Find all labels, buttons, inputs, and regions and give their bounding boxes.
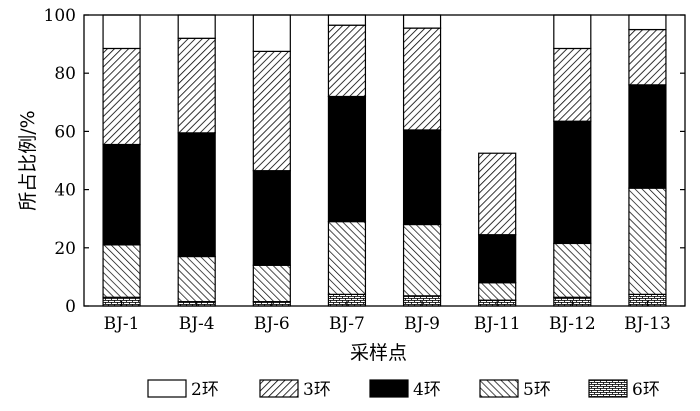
legend-swatch-4环 xyxy=(369,379,409,398)
y-tick-label-20: 20 xyxy=(54,239,76,259)
y-tick-label-100: 100 xyxy=(44,6,76,26)
bar-segment-BJ-12-4环 xyxy=(553,120,592,245)
y-tick-label-40: 40 xyxy=(54,181,76,201)
legend-label-5环: 5环 xyxy=(523,380,551,400)
legend-swatch-3环 xyxy=(259,379,299,398)
bar-segment-BJ-6-5环 xyxy=(252,264,291,303)
legend-swatch-5环 xyxy=(479,379,519,398)
bar-segment-BJ-6-4环 xyxy=(252,170,291,266)
legend-swatch-6环 xyxy=(588,379,628,398)
legend-label-2环: 2环 xyxy=(191,380,219,400)
bar-segment-BJ-13-2环 xyxy=(628,14,667,31)
bar-segment-BJ-9-3环 xyxy=(402,27,442,131)
bar-segment-BJ-1-2环 xyxy=(102,14,141,50)
bar-segment-BJ-4-4环 xyxy=(177,132,216,258)
bar-segment-BJ-9-4环 xyxy=(402,129,442,226)
axes-layer: 0 20 40 60 80 100 BJ-1 BJ-4 BJ-6 BJ-7 BJ-9 BJ-11 BJ-… xyxy=(17,6,686,364)
bar-segment-BJ-13-4环 xyxy=(628,84,667,189)
bar-segment-BJ-12-3环 xyxy=(553,47,592,122)
legend-label-6环: 6环 xyxy=(632,380,660,400)
x-axis-title: 采样点 xyxy=(350,342,407,364)
x-tick-label-BJ-1: BJ-1 xyxy=(104,314,140,334)
bar-segment-BJ-9-5环 xyxy=(402,223,442,297)
legend: 2环 3环 4环 5环 6环 xyxy=(147,379,660,400)
y-axis-title: 所占比例/% xyxy=(17,110,39,210)
bar-segment-BJ-7-4环 xyxy=(327,95,367,223)
x-tick-label-BJ-4: BJ-4 xyxy=(179,314,215,334)
bars-layer xyxy=(102,14,667,307)
bar-segment-BJ-13-3环 xyxy=(628,28,667,86)
bar-segment-BJ-1-5环 xyxy=(102,244,141,298)
bar-segment-BJ-1-3环 xyxy=(102,47,141,146)
y-tick-label-60: 60 xyxy=(54,122,76,142)
x-tick-label-BJ-12: BJ-12 xyxy=(549,314,596,334)
plot-frame xyxy=(83,14,686,307)
bar-segment-BJ-11-4环 xyxy=(478,234,517,284)
bar-segment-BJ-12-2环 xyxy=(553,14,592,50)
bar-segment-BJ-4-5环 xyxy=(177,255,216,303)
y-tick-label-80: 80 xyxy=(54,64,76,84)
bar-segment-BJ-4-3环 xyxy=(177,37,216,134)
legend-swatch-2环 xyxy=(147,379,187,398)
legend-label-3环: 3环 xyxy=(303,380,331,400)
x-tick-label-BJ-13: BJ-13 xyxy=(624,314,671,334)
bar-segment-BJ-11-5环 xyxy=(478,282,517,301)
x-tick-label-BJ-7: BJ-7 xyxy=(329,314,365,334)
bar-segment-BJ-1-4环 xyxy=(102,143,141,246)
bar-segment-BJ-6-3环 xyxy=(252,50,291,172)
x-tick-label-BJ-11: BJ-11 xyxy=(474,314,521,334)
legend-label-4环: 4环 xyxy=(413,380,441,400)
bar-segment-BJ-7-3环 xyxy=(327,24,367,98)
x-tick-label-BJ-6: BJ-6 xyxy=(254,314,290,334)
bar-segment-BJ-7-5环 xyxy=(327,221,367,295)
bar-segment-BJ-7-2环 xyxy=(327,14,367,26)
bar-segment-BJ-13-5环 xyxy=(628,187,667,295)
x-tick-label-BJ-9: BJ-9 xyxy=(404,314,440,334)
bar-segment-BJ-11-3环 xyxy=(478,152,517,236)
y-tick-label-0: 0 xyxy=(65,297,76,317)
bar-segment-BJ-6-2环 xyxy=(252,14,291,52)
bar-segment-BJ-12-5环 xyxy=(553,242,592,298)
bar-segment-BJ-4-2环 xyxy=(177,14,216,39)
bar-segment-BJ-9-2环 xyxy=(402,14,442,29)
